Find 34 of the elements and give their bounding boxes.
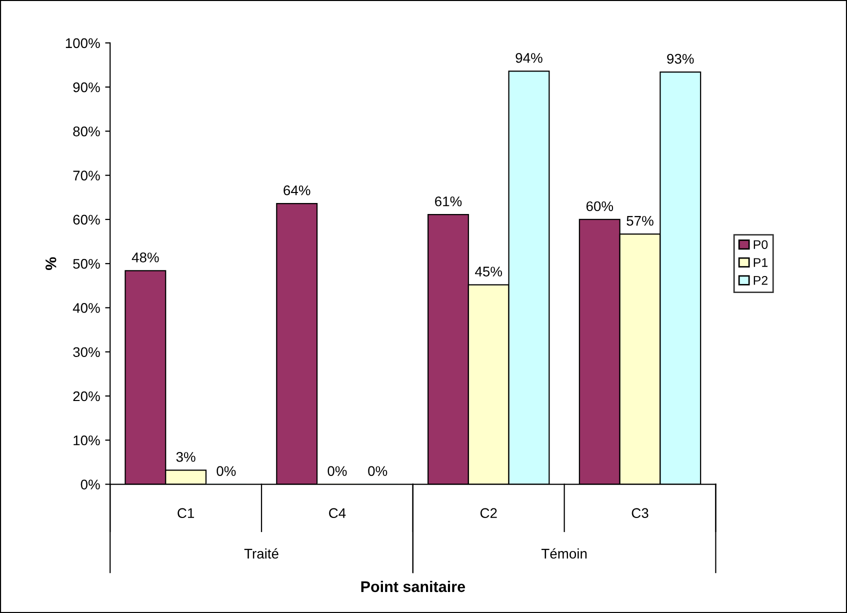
data-label: 94% [516, 53, 542, 63]
y-tick-label: 0% [80, 480, 100, 490]
y-tick-label: 60% [73, 214, 100, 225]
legend-label: P0 [754, 240, 768, 250]
y-tick-label: 90% [73, 82, 100, 92]
data-label: 0% [216, 466, 236, 476]
text: Traité [244, 548, 278, 559]
y-tick-label: 30% [73, 347, 100, 358]
text: Témoin [541, 548, 587, 559]
data-label: 45% [475, 266, 502, 276]
data-label: 57% [626, 216, 654, 226]
x-tick-label: C3 [632, 508, 648, 518]
x-tick-label: C4 [329, 508, 346, 518]
data-label: 61% [435, 196, 462, 206]
legend-label: P2 [754, 276, 768, 285]
y-tick-label: 100% [66, 38, 100, 48]
legend-label: P1 [754, 258, 768, 267]
y-tick-label: 80% [73, 126, 100, 136]
y-tick-label: 10% [74, 435, 100, 446]
y-tick-label: 20% [73, 391, 100, 402]
data-label: 64% [284, 185, 310, 196]
x-tick-label: C1 [178, 508, 194, 518]
data-label: 93% [667, 54, 694, 64]
x-tick-label: C2 [480, 508, 497, 518]
y-axis-title: % [46, 257, 56, 270]
y-tick-label: 70% [73, 170, 100, 180]
data-label: 60% [586, 201, 614, 212]
x-axis-title: Point sanitaire [361, 580, 466, 592]
data-label: 0% [368, 466, 388, 476]
data-label: 48% [132, 252, 159, 262]
y-tick-label: 50% [73, 258, 100, 269]
data-label: 3% [176, 452, 196, 462]
data-label: 0% [328, 466, 347, 476]
y-tick-label: 40% [72, 303, 100, 313]
